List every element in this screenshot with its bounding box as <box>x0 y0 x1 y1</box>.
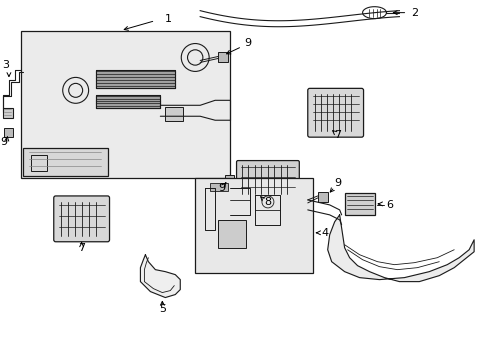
Bar <box>165 107 183 121</box>
Text: 5: 5 <box>159 305 165 315</box>
Polygon shape <box>140 255 180 298</box>
Bar <box>317 192 327 202</box>
FancyBboxPatch shape <box>54 196 109 242</box>
Bar <box>3 108 13 118</box>
Text: 6: 6 <box>385 200 392 210</box>
Bar <box>195 178 312 273</box>
Bar <box>210 183 227 191</box>
Text: 4: 4 <box>321 228 327 238</box>
Bar <box>23 148 107 176</box>
Bar <box>4 128 13 137</box>
Bar <box>224 175 234 184</box>
Bar <box>218 53 227 62</box>
Text: 8: 8 <box>264 197 271 207</box>
Text: 2: 2 <box>410 8 417 18</box>
Text: 9: 9 <box>218 183 225 193</box>
Text: 1: 1 <box>164 14 171 24</box>
FancyBboxPatch shape <box>236 161 299 198</box>
Polygon shape <box>327 215 473 282</box>
Text: 7: 7 <box>333 130 341 140</box>
Bar <box>218 220 245 248</box>
Text: 9: 9 <box>0 137 7 147</box>
Text: 3: 3 <box>2 60 9 71</box>
Bar <box>344 193 374 215</box>
Text: 7: 7 <box>78 243 85 253</box>
Text: 9: 9 <box>333 178 341 188</box>
Text: 9: 9 <box>244 37 251 48</box>
Bar <box>21 31 229 178</box>
Bar <box>31 155 47 171</box>
FancyBboxPatch shape <box>307 88 363 137</box>
